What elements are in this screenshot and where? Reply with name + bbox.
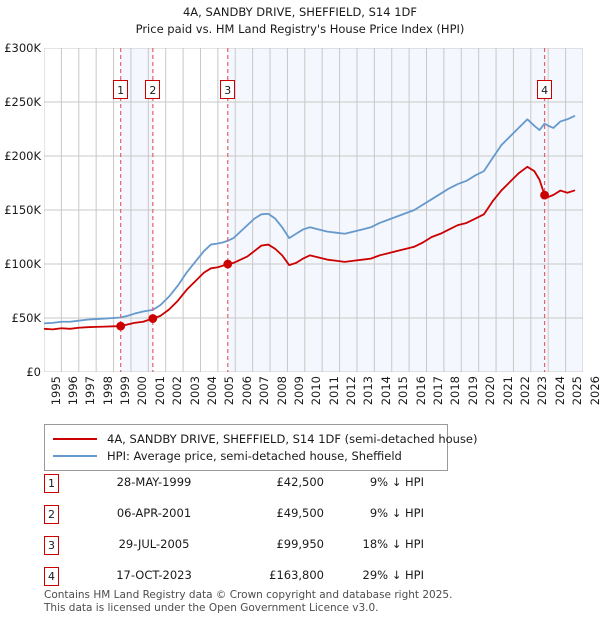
x-tick-label: 2018: [448, 376, 463, 406]
x-tick-label: 1995: [48, 376, 63, 406]
sale-price: £99,950: [276, 537, 324, 551]
sale-index-badge: 4: [44, 567, 59, 586]
sale-date: 17-OCT-2023: [116, 568, 192, 582]
x-tick-label: 1999: [118, 376, 133, 406]
y-tick-label: £0: [26, 365, 41, 379]
legend-item-hpi: HPI: Average price, semi-detached house,…: [45, 447, 447, 464]
y-tick-label: £100K: [4, 257, 41, 271]
sale-hpi-delta: 9% ↓ HPI: [369, 475, 424, 489]
sale-date: 29-JUL-2005: [118, 537, 190, 551]
x-tick-label: 2015: [396, 376, 411, 406]
y-tick-label: £300K: [4, 41, 41, 55]
x-tick-label: 2014: [378, 376, 393, 406]
x-tick-label: 2020: [483, 376, 498, 406]
x-tick-label: 2012: [344, 376, 359, 406]
sale-hpi-delta: 29% ↓ HPI: [362, 568, 424, 582]
x-tick-label: 2007: [257, 376, 272, 406]
table-row: 3 29-JUL-2005 £99,950 18% ↓ HPI: [44, 532, 464, 563]
sale-hpi-delta: 18% ↓ HPI: [362, 537, 424, 551]
sale-hpi-delta: 9% ↓ HPI: [369, 506, 424, 520]
y-tick-label: £200K: [4, 149, 41, 163]
x-tick-label: 2013: [361, 376, 376, 406]
legend-label-price-paid: 4A, SANDBY DRIVE, SHEFFIELD, S14 1DF (se…: [107, 431, 478, 446]
legend-swatch-price-paid: [53, 437, 97, 440]
x-tick-label: 2005: [222, 376, 237, 406]
title-line-2: Price paid vs. HM Land Registry's House …: [135, 22, 465, 36]
page-title: 4A, SANDBY DRIVE, SHEFFIELD, S14 1DF Pri…: [0, 4, 600, 38]
x-tick-label: 1997: [83, 376, 98, 406]
title-line-1: 4A, SANDBY DRIVE, SHEFFIELD, S14 1DF: [182, 5, 417, 19]
y-tick-label: £150K: [4, 203, 41, 217]
x-tick-label: 2017: [431, 376, 446, 406]
chart-marker-3: 3: [220, 79, 236, 99]
x-axis: 1995 1996 1997 1998 1999 2000 2001 2002 2003 2004…: [44, 376, 600, 416]
sale-index-badge: 1: [44, 474, 59, 493]
price-history-chart: [44, 48, 583, 372]
sale-price: £42,500: [276, 475, 324, 489]
chart-legend: 4A, SANDBY DRIVE, SHEFFIELD, S14 1DF (se…: [44, 424, 478, 471]
x-tick-label: 2024: [552, 376, 567, 406]
legend-item-price-paid: 4A, SANDBY DRIVE, SHEFFIELD, S14 1DF (se…: [45, 430, 478, 447]
x-tick-label: 2025: [570, 376, 585, 406]
sale-price: £163,800: [269, 568, 324, 582]
x-tick-label: 2010: [309, 376, 324, 406]
legend-swatch-hpi: [53, 454, 97, 457]
table-row: 1 28-MAY-1999 £42,500 9% ↓ HPI: [44, 470, 464, 501]
chart-marker-4: 4: [537, 79, 553, 99]
x-tick-label: 2009: [291, 376, 306, 406]
y-axis: £0 £50K £100K £150K £200K £250K £300K: [0, 41, 44, 379]
sale-price: £49,500: [276, 506, 324, 520]
x-tick-label: 2001: [152, 376, 167, 406]
footer-line-2: This data is licensed under the Open Gov…: [44, 601, 379, 614]
table-row: 2 06-APR-2001 £49,500 9% ↓ HPI: [44, 501, 464, 532]
x-tick-label: 2021: [500, 376, 515, 406]
x-tick-label: 2019: [465, 376, 480, 406]
x-tick-label: 1998: [100, 376, 115, 406]
x-tick-label: 2006: [239, 376, 254, 406]
sales-table: 1 28-MAY-1999 £42,500 9% ↓ HPI 2 06-APR-2001 £…: [44, 470, 464, 594]
x-tick-label: 2000: [135, 376, 150, 406]
sale-index-badge: 3: [44, 536, 59, 555]
table-row: 4 17-OCT-2023 £163,800 29% ↓ HPI: [44, 563, 464, 594]
y-tick-label: £50K: [11, 311, 42, 325]
footer-attribution: Contains HM Land Registry data © Crown c…: [44, 589, 584, 614]
y-tick-label: £250K: [4, 95, 41, 109]
x-tick-label: 2002: [170, 376, 185, 406]
x-tick-label: 2004: [204, 376, 219, 406]
x-tick-label: 2023: [535, 376, 550, 406]
x-tick-label: 2022: [517, 376, 532, 406]
chart-marker-1: 1: [113, 79, 129, 99]
x-tick-label: 2016: [413, 376, 428, 406]
x-tick-label: 2026: [587, 376, 600, 406]
sale-date: 28-MAY-1999: [116, 475, 192, 489]
x-tick-label: 2011: [326, 376, 341, 406]
legend-label-hpi: HPI: Average price, semi-detached house,…: [107, 448, 402, 463]
chart-marker-2: 2: [145, 79, 161, 99]
sale-index-badge: 2: [44, 505, 59, 524]
sale-date: 06-APR-2001: [116, 506, 192, 520]
x-tick-label: 2003: [187, 376, 202, 406]
x-tick-label: 1996: [65, 376, 80, 406]
x-tick-label: 2008: [274, 376, 289, 406]
footer-line-1: Contains HM Land Registry data © Crown c…: [44, 589, 453, 601]
